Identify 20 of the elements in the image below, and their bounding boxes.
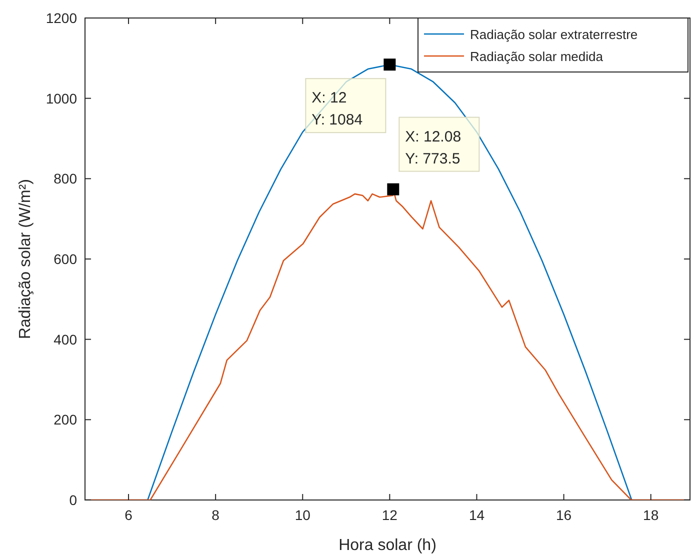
y-tick-label: 400: [54, 331, 78, 348]
x-tick-label: 16: [556, 507, 572, 523]
annotation: X: 12.08 Y: 773.5: [405, 128, 462, 168]
y-tick-label: 1000: [46, 90, 78, 106]
y-axis-title: Radiação solar (W/m²): [17, 178, 34, 340]
x-axis-title: Hora solar (h): [338, 537, 436, 554]
y-tick-label: 0: [69, 492, 78, 508]
x-tick-label: 12: [382, 507, 398, 523]
legend-label: Radiação solar medida: [470, 49, 604, 64]
y-tick-label: 600: [54, 251, 78, 267]
x-tick-label: 6: [124, 507, 133, 523]
y-tick-label: 800: [54, 170, 78, 187]
x-tick-label: 18: [643, 507, 659, 523]
y-tick-label: 200: [54, 412, 78, 428]
legend-label: Radiação solar extraterrestre: [470, 27, 638, 42]
x-tick-label: 8: [212, 507, 220, 523]
x-tick-label: 14: [468, 507, 485, 523]
y-tick-label: 1200: [46, 10, 78, 26]
x-tick-label: 10: [294, 507, 311, 523]
annotation: X: 12 Y: 1084: [312, 90, 363, 129]
